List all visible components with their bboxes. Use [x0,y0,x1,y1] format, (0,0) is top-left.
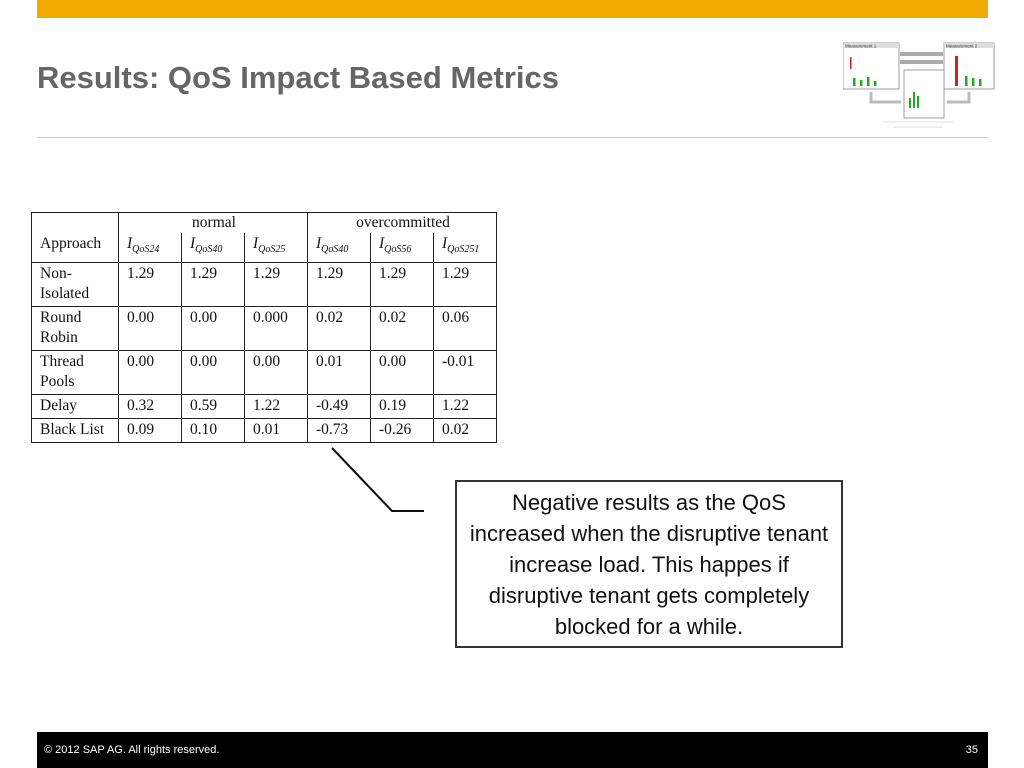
table-row: Thread Pools 0.00 0.00 0.00 0.01 0.00 -0… [31,350,497,396]
table-cell: 0.02 [433,418,497,444]
row-approach: Non-Isolated [31,262,119,308]
page-number: 35 [965,744,978,756]
table-row: Non-Isolated 1.29 1.29 1.29 1.29 1.29 1.… [31,262,497,308]
table-row: Delay 0.32 0.59 1.22 -0.49 0.19 1.22 [31,394,497,420]
slide-title: Results: QoS Impact Based Metrics [37,60,559,95]
row-approach: Black List [31,418,119,444]
approach-header-blank [31,212,119,233]
table-cell: -0.01 [433,350,497,396]
group-header-normal: normal [118,212,308,233]
metric-header: IQoS40 [181,233,245,264]
table-cell: 1.29 [307,262,371,308]
table-cell: 0.02 [370,306,434,352]
table-cell: 0.00 [370,350,434,396]
title-divider [37,137,988,138]
table-cell: 1.29 [370,262,434,308]
table-cell: 0.00 [181,306,245,352]
table-cell: 0.59 [181,394,245,420]
table-row: Black List 0.09 0.10 0.01 -0.73 -0.26 0.… [31,418,497,444]
table-cell: 0.00 [181,350,245,396]
row-approach: Round Robin [31,306,119,352]
table-cell: 0.00 [244,350,308,396]
results-table-container: normal overcommitted Approach IQoS24 IQo… [31,212,497,444]
footer-copyright: © 2012 SAP AG. All rights reserved. [44,744,220,756]
table-cell: 1.22 [433,394,497,420]
thumb-label-right: Measurement 2 [946,43,978,48]
metric-header: IQoS251 [433,233,497,264]
table-row: Round Robin 0.00 0.00 0.000 0.02 0.02 0.… [31,306,497,352]
table-cell: 0.01 [307,350,371,396]
results-table: normal overcommitted Approach IQoS24 IQo… [31,212,497,444]
table-cell: -0.26 [370,418,434,444]
metric-header: IQoS25 [244,233,308,264]
table-cell: 0.02 [307,306,371,352]
callout-box: Negative results as the QoS increased wh… [455,480,843,648]
approach-header: Approach [31,233,119,264]
table-cell: -0.73 [307,418,371,444]
table-cell: 0.06 [433,306,497,352]
metric-header: IQoS56 [370,233,434,264]
table-cell: 1.29 [118,262,182,308]
group-header-overcommitted: overcommitted [307,212,497,233]
table-cell: 0.000 [244,306,308,352]
row-approach: Delay [31,394,119,420]
table-cell: 0.09 [118,418,182,444]
row-approach: Thread Pools [31,350,119,396]
footer-bar: © 2012 SAP AG. All rights reserved. 35 [37,732,988,768]
thumb-label-left: Measurement 1 [845,43,877,48]
measurement-diagram-thumbnail-icon: Measurement 1 Measurement 2 [843,42,995,128]
table-cell: 0.00 [118,350,182,396]
table-cell: 0.32 [118,394,182,420]
table-cell: 0.00 [118,306,182,352]
top-accent-bar [37,0,988,18]
callout-text: Negative results as the QoS increased wh… [469,489,829,639]
metric-header: IQoS40 [307,233,371,264]
table-cell: 1.29 [433,262,497,308]
table-cell: 1.22 [244,394,308,420]
metric-header: IQoS24 [118,233,182,264]
table-cell: 0.01 [244,418,308,444]
table-cell: 0.19 [370,394,434,420]
table-cell: 1.29 [244,262,308,308]
table-cell: -0.49 [307,394,371,420]
table-cell: 1.29 [181,262,245,308]
table-cell: 0.10 [181,418,245,444]
